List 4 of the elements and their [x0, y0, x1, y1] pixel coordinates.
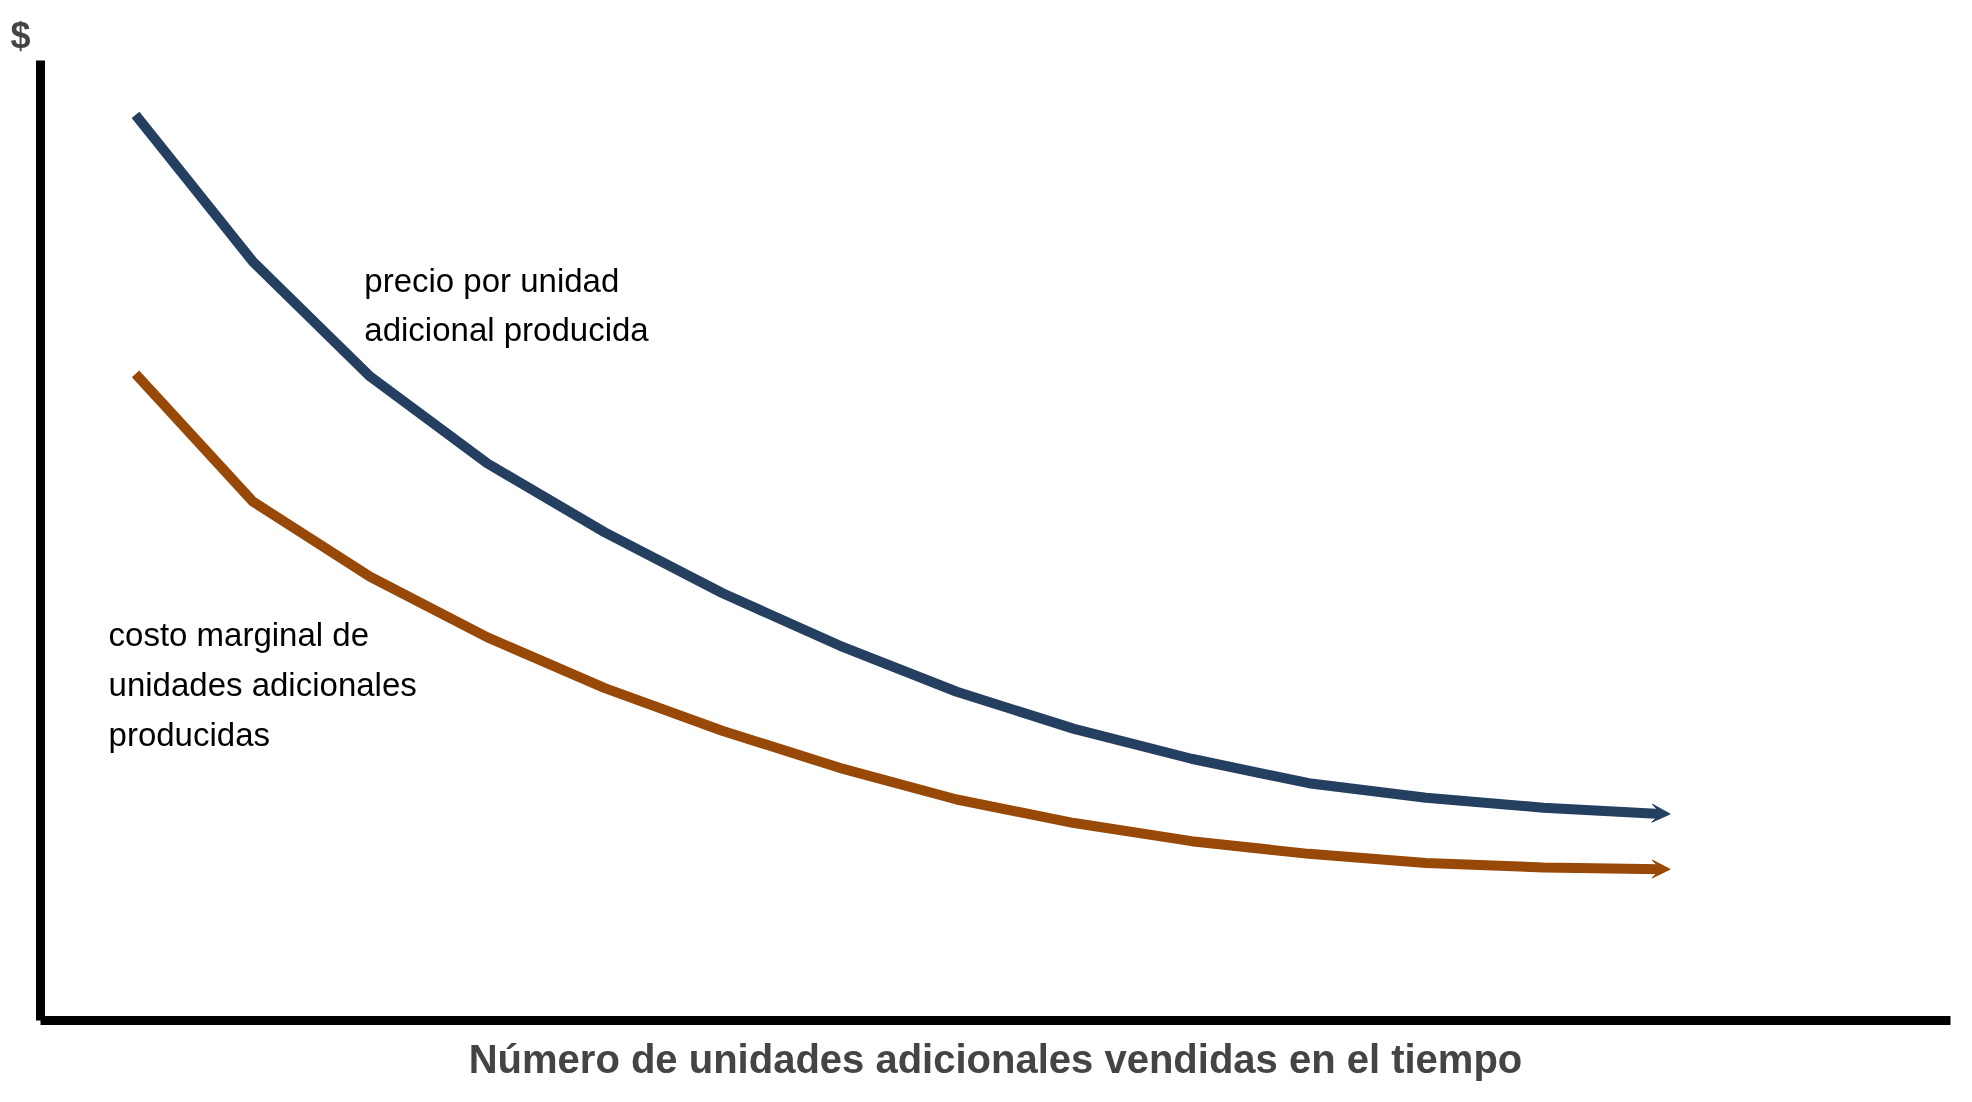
- series-label: precio por unidad adicional producida: [364, 261, 650, 349]
- series-label: costo marginal de unidades adicionales producidas: [108, 615, 417, 753]
- y-axis-title: $: [10, 14, 31, 56]
- x-axis-title: Número de unidades adicionales vendidas en el tiempo: [468, 1036, 1523, 1081]
